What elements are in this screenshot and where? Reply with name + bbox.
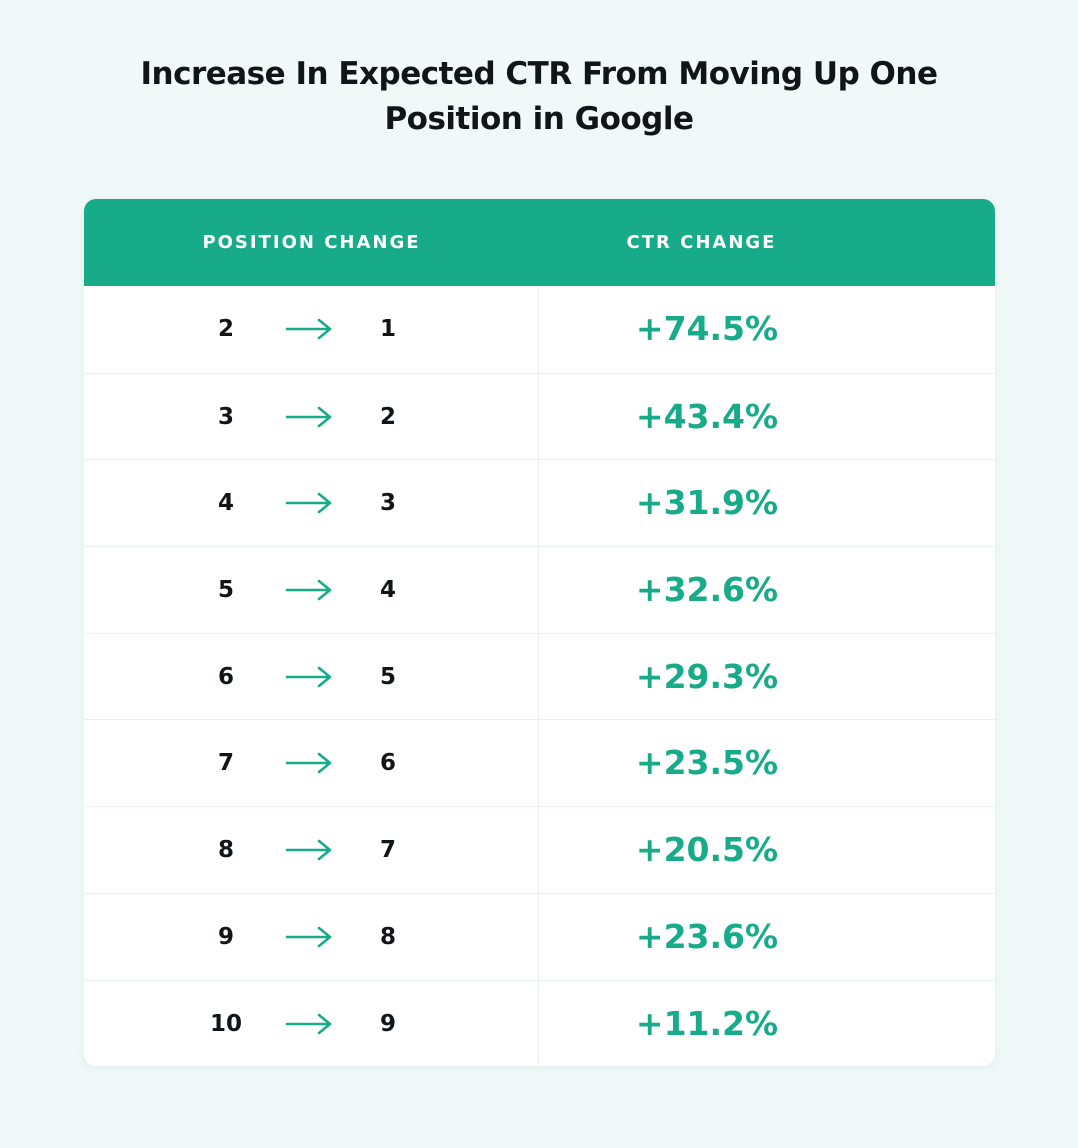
- right-arrow-icon: [285, 406, 332, 427]
- ctr-change-value: +31.9%: [635, 483, 779, 523]
- right-arrow-icon: [285, 839, 332, 861]
- position-from: 8: [217, 837, 234, 864]
- position-to: 9: [379, 1010, 396, 1037]
- right-arrow-icon: [285, 493, 332, 514]
- position-to: 4: [379, 577, 396, 604]
- position-from: 2: [217, 316, 234, 342]
- position-from: 9: [217, 923, 234, 950]
- position-from: 4: [217, 490, 234, 517]
- position-to: 2: [379, 403, 396, 430]
- chart-title: Increase In Expected CTR From Moving Up …: [0, 52, 1078, 142]
- ctr-change-value: +11.2%: [635, 1003, 779, 1043]
- position-to: 6: [379, 750, 396, 777]
- column-header-ctr-change: CTR CHANGE: [626, 232, 777, 253]
- table-row: 5 4 +32.6%: [84, 546, 995, 633]
- ctr-table: POSITION CHANGE CTR CHANGE 2 1 +74.5% 3 2 +43…: [84, 199, 995, 1066]
- table-header: POSITION CHANGE CTR CHANGE: [84, 199, 995, 286]
- column-divider: [538, 286, 539, 1066]
- ctr-change-value: +74.5%: [635, 309, 779, 348]
- chart-title-line-1: Increase In Expected CTR From Moving Up …: [140, 56, 938, 92]
- position-to: 3: [379, 490, 396, 517]
- table-row: 4 3 +31.9%: [84, 459, 995, 546]
- table-body: 2 1 +74.5% 3 2 +43.4% 4 3 +31.9% 5 4 +32.6% 6 5 +29.3%…: [84, 286, 995, 1066]
- right-arrow-icon: [285, 926, 332, 948]
- right-arrow-icon: [285, 318, 332, 340]
- position-from: 10: [209, 1010, 242, 1037]
- ctr-change-value: +20.5%: [635, 830, 779, 870]
- right-arrow-icon: [285, 1013, 332, 1034]
- ctr-change-value: +23.6%: [635, 916, 779, 956]
- table-row: 8 7 +20.5%: [84, 806, 995, 893]
- ctr-change-value: +23.5%: [635, 743, 779, 783]
- column-header-position-change: POSITION CHANGE: [202, 232, 421, 253]
- position-from: 5: [217, 577, 234, 604]
- position-to: 1: [379, 316, 396, 342]
- table-row: 2 1 +74.5%: [84, 286, 995, 373]
- position-to: 8: [379, 923, 396, 950]
- position-to: 5: [379, 663, 396, 690]
- right-arrow-icon: [285, 579, 332, 601]
- table-row: 10 9 +11.2%: [84, 979, 995, 1067]
- table-row: 7 6 +23.5%: [84, 719, 995, 806]
- ctr-change-value: +29.3%: [635, 656, 779, 696]
- right-arrow-icon: [285, 666, 332, 688]
- right-arrow-icon: [285, 753, 332, 774]
- table-row: 3 2 +43.4%: [84, 372, 995, 460]
- table-row: 6 5 +29.3%: [84, 632, 995, 720]
- ctr-change-value: +43.4%: [635, 396, 779, 436]
- position-from: 7: [217, 750, 234, 777]
- ctr-change-value: +32.6%: [635, 570, 779, 610]
- position-from: 6: [217, 663, 234, 690]
- chart-title-line-2: Position in Google: [384, 101, 694, 137]
- position-from: 3: [217, 403, 234, 430]
- table-row: 9 8 +23.6%: [84, 892, 995, 980]
- position-to: 7: [379, 837, 396, 864]
